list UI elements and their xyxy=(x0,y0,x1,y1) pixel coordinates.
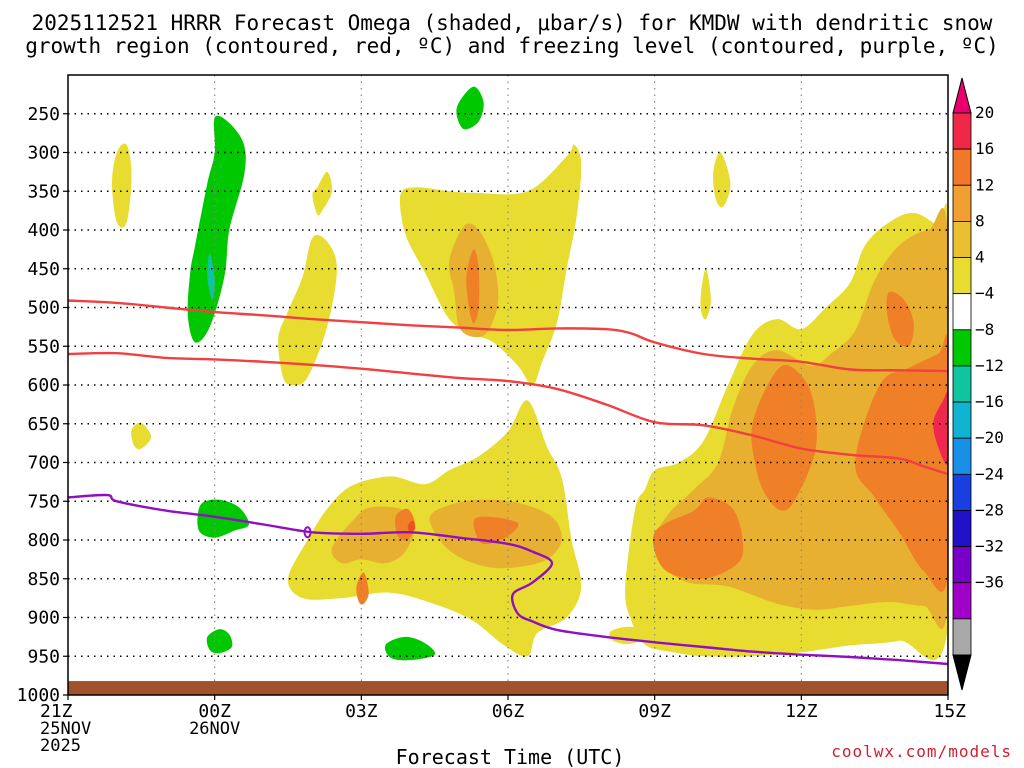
omega-region-green-3 xyxy=(456,86,484,130)
omega-region-dark_yellow-14 xyxy=(331,506,416,564)
y-tick-label-400: 400 xyxy=(27,220,60,241)
omega-region-orange-17 xyxy=(473,516,519,545)
dgz-lower-boundary xyxy=(68,299,948,373)
colorbar-segment-2 xyxy=(952,184,972,222)
x-tick-label-3-0: 06Z xyxy=(492,701,525,722)
y-tick-label-1000: 1000 xyxy=(17,685,60,706)
y-tick-label-550: 550 xyxy=(27,336,60,357)
x-tick-label-0-0: 21Z xyxy=(40,701,73,722)
x-axis-label: Forecast Time (UTC) xyxy=(396,745,625,768)
colorbar-bottom-arrow xyxy=(952,654,972,691)
omega-region-yellow-0 xyxy=(112,143,132,228)
omega-region-green-28 xyxy=(206,629,233,654)
title-line-2: growth region (contoured, red, ºC) and f… xyxy=(25,34,999,58)
colorbar-label-10: −24 xyxy=(975,464,1004,483)
x-tick-label-1-0: 00Z xyxy=(198,701,231,722)
colorbar-label-13: −36 xyxy=(975,573,1004,592)
colorbar-segment-5 xyxy=(952,293,972,331)
omega-region-yellow-6 xyxy=(131,422,152,450)
colorbar-label-1: 16 xyxy=(975,139,994,158)
colorbar-segment-3 xyxy=(952,220,972,258)
omega-region-teal-2 xyxy=(207,253,215,300)
colorbar-label-8: −16 xyxy=(975,392,1004,411)
colorbar: 20 16 12 8 4 −4 −8 −12 −16 −20 −24 −28 −32 −36 xyxy=(952,77,1004,691)
y-tick-label-600: 600 xyxy=(27,375,60,396)
x-tick-label-1-1: 26NOV xyxy=(189,719,240,739)
y-tick-label-500: 500 xyxy=(27,298,60,319)
credit-text: coolwx.com/models xyxy=(831,742,1012,761)
omega-region-orange-24 xyxy=(751,364,817,511)
colorbar-label-0: 20 xyxy=(975,103,994,122)
omega-region-yellow-11 xyxy=(700,268,711,320)
colorbar-label-4: 4 xyxy=(975,248,985,267)
x-tick-label-4-0: 09Z xyxy=(638,701,671,722)
colorbar-label-5: −4 xyxy=(975,284,994,303)
colorbar-segment-14 xyxy=(952,618,972,656)
omega-region-yellow-5 xyxy=(278,235,337,386)
plot-area xyxy=(67,74,949,696)
dgz-upper-boundary xyxy=(68,351,948,476)
colorbar-segment-8 xyxy=(952,401,972,439)
omega-region-yellow-4 xyxy=(312,171,333,216)
colorbar-segment-4 xyxy=(952,257,972,295)
colorbar-segment-12 xyxy=(952,546,972,584)
chart-title: 2025112521 HRRR Forecast Omega (shaded, … xyxy=(25,11,999,58)
colorbar-segment-13 xyxy=(952,582,972,620)
y-tick-label-850: 850 xyxy=(27,569,60,590)
y-tick-label-450: 450 xyxy=(27,259,60,280)
axes: 250 300 350 400 450 500 550 600 650 700 750 800 850 9… xyxy=(17,104,967,756)
freezing-level-closed-contour xyxy=(303,526,312,539)
omega-region-yellow-12 xyxy=(713,152,731,208)
y-tick-label-650: 650 xyxy=(27,414,60,435)
y-tick-label-900: 900 xyxy=(27,608,60,629)
ground-fill xyxy=(68,681,948,695)
x-tick-label-2-0: 03Z xyxy=(345,701,378,722)
y-tick-label-350: 350 xyxy=(27,181,60,202)
omega-region-green-29 xyxy=(384,636,436,661)
colorbar-segment-6 xyxy=(952,329,972,367)
y-tick-label-700: 700 xyxy=(27,453,60,474)
colorbar-segment-10 xyxy=(952,473,972,511)
omega-region-orange-10 xyxy=(466,249,480,323)
omega-region-red-27 xyxy=(933,392,948,465)
colorbar-label-7: −12 xyxy=(975,356,1004,375)
plot-clipped xyxy=(68,75,948,695)
colorbar-segment-11 xyxy=(952,510,972,548)
colorbar-segment-0 xyxy=(952,112,972,150)
omega-region-orange-26 xyxy=(855,334,948,592)
x-tick-label-5-0: 12Z xyxy=(785,701,818,722)
x-tick-label-0-2: 2025 xyxy=(40,736,81,756)
x-tick-label-0-1: 25NOV xyxy=(40,719,91,739)
y-tick-label-250: 250 xyxy=(27,104,60,125)
colorbar-segment-1 xyxy=(952,148,972,186)
omega-region-orange-18 xyxy=(356,572,369,605)
colorbar-top-arrow xyxy=(952,77,972,114)
colorbar-label-6: −8 xyxy=(975,320,994,339)
colorbar-label-3: 8 xyxy=(975,211,985,230)
y-tick-label-750: 750 xyxy=(27,491,60,512)
omega-region-orange-25 xyxy=(886,291,914,348)
title-line-1: 2025112521 HRRR Forecast Omega (shaded, … xyxy=(32,11,993,35)
colorbar-label-11: −28 xyxy=(975,500,1004,519)
omega-region-red_orange-19 xyxy=(407,520,416,533)
colorbar-segment-7 xyxy=(952,365,972,403)
omega-region-green-1 xyxy=(187,115,246,343)
omega-region-orange-23 xyxy=(653,497,744,580)
x-tick-label-6-0: 15Z xyxy=(933,701,966,722)
freezing-level-line xyxy=(68,493,948,666)
colorbar-label-2: 12 xyxy=(975,175,994,194)
colorbar-label-9: −20 xyxy=(975,428,1004,447)
colorbar-label-12: −32 xyxy=(975,537,1004,556)
y-tick-label-950: 950 xyxy=(27,646,60,667)
colorbar-segment-9 xyxy=(952,437,972,475)
y-tick-label-800: 800 xyxy=(27,530,60,551)
y-tick-label-300: 300 xyxy=(27,143,60,164)
